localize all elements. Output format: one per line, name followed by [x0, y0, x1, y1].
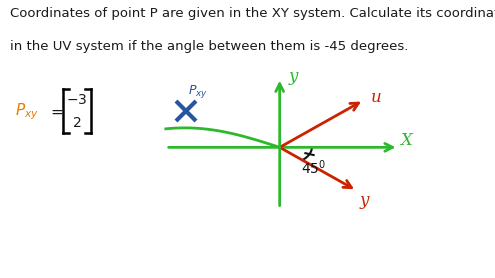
Text: $-3$: $-3$ — [66, 93, 88, 106]
Text: X: X — [400, 132, 412, 149]
Text: $P_{xy}$: $P_{xy}$ — [15, 101, 39, 121]
Text: $P_{xy}$: $P_{xy}$ — [188, 83, 208, 100]
Text: y: y — [289, 68, 298, 85]
Text: $2$: $2$ — [72, 116, 82, 130]
Text: $=$: $=$ — [48, 104, 64, 119]
Text: u: u — [371, 89, 382, 106]
Text: Coordinates of point P are given in the XY system. Calculate its coordinate: Coordinates of point P are given in the … — [10, 7, 495, 20]
Text: $45^0$: $45^0$ — [300, 159, 326, 177]
Text: in the UV system if the angle between them is -45 degrees.: in the UV system if the angle between th… — [10, 40, 408, 53]
Text: y: y — [359, 192, 369, 209]
